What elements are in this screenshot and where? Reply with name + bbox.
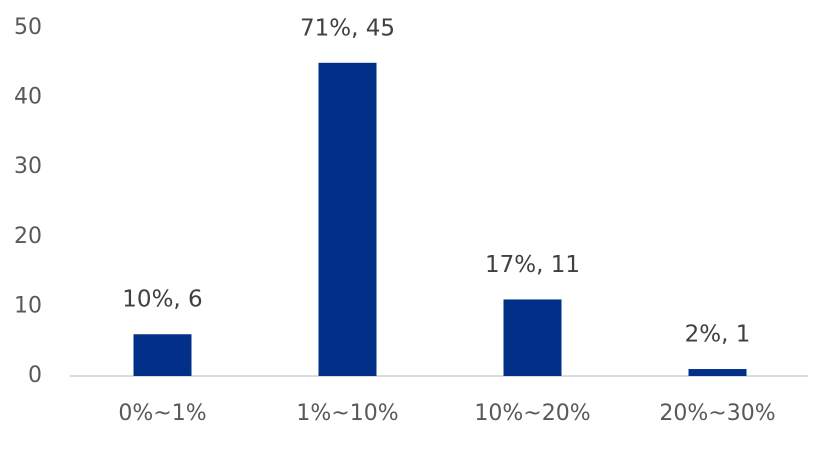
y-tick-label: 30 <box>14 154 42 179</box>
y-tick-label: 10 <box>14 293 42 318</box>
y-tick-label: 50 <box>14 15 42 40</box>
data-label: 2%, 1 <box>685 322 751 348</box>
data-label: 17%, 11 <box>485 252 580 278</box>
x-tick-label: 10%~20% <box>474 401 590 426</box>
bar <box>503 299 562 376</box>
data-label: 71%, 45 <box>300 15 395 41</box>
data-label: 10%, 6 <box>122 287 202 313</box>
x-tick-label: 20%~30% <box>659 401 775 426</box>
bar <box>688 369 747 376</box>
y-tick-label: 0 <box>28 363 42 388</box>
y-tick-label: 20 <box>14 224 42 249</box>
x-tick-label: 0%~1% <box>118 401 206 426</box>
bar <box>133 334 192 376</box>
x-tick-label: 1%~10% <box>296 401 398 426</box>
y-tick-label: 40 <box>14 85 42 110</box>
bar <box>318 62 377 377</box>
